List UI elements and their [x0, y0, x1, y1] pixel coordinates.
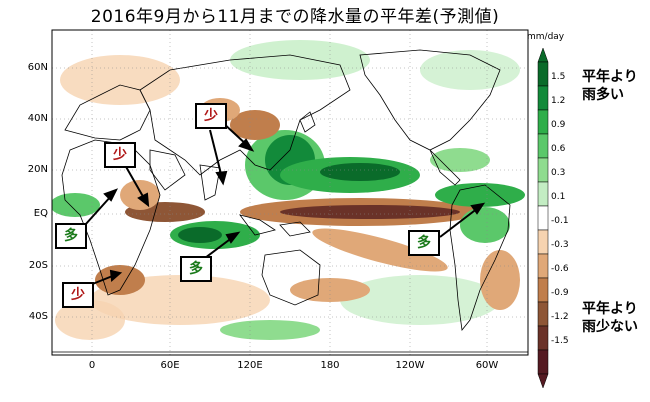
callout-dry-china: 少 [195, 103, 227, 129]
lon-label: 0 [88, 360, 96, 371]
colorbar-segment [537, 301, 549, 327]
legend-tick: 0.3 [551, 168, 566, 178]
lat-label: EQ [33, 208, 48, 219]
colorbar-segment [537, 349, 549, 375]
colorbar-top-arrow [537, 47, 549, 63]
lat-label: 60N [27, 62, 48, 73]
map-frame [51, 29, 529, 356]
colorbar-segment [537, 205, 549, 231]
colorbar [537, 47, 549, 389]
lat-label: 20S [28, 260, 48, 271]
colorbar-segment [537, 85, 549, 111]
legend-tick: 1.5 [551, 72, 566, 82]
colorbar-segment [537, 325, 549, 351]
legend-tick: -0.1 [551, 216, 569, 226]
lat-label: 20N [27, 164, 48, 175]
legend-tick: -0.6 [551, 264, 569, 274]
legend-tick: 0.9 [551, 120, 566, 130]
legend-unit: mm/day [527, 32, 565, 42]
lon-label: 60E [160, 360, 180, 371]
legend-tick: 1.2 [551, 96, 566, 106]
legend-tick: -1.5 [551, 336, 569, 346]
lon-label: 180 [320, 360, 340, 371]
colorbar-segment [537, 277, 549, 303]
colorbar-segment [537, 109, 549, 135]
anomaly-field [52, 40, 525, 340]
colorbar-segment [537, 133, 549, 159]
lon-label: 120E [237, 360, 263, 371]
legend-tick: -1.2 [551, 312, 569, 322]
callout-dry-east-africa: 少 [104, 142, 136, 168]
legend-tick: 0.1 [551, 192, 566, 202]
lat-label: 40S [28, 311, 48, 322]
map-title: 2016年9月から11月までの降水量の平年差(予測値) [90, 7, 500, 27]
callout-wet-south-america: 多 [408, 230, 440, 256]
lon-label: 120W [395, 360, 425, 371]
graticule [52, 30, 528, 355]
coastlines [52, 49, 528, 353]
legend-tick: 0.6 [551, 144, 566, 154]
colorbar-segment [537, 229, 549, 255]
callout-dry-southern-africa: 少 [62, 282, 94, 308]
colorbar-segment [537, 157, 549, 183]
legend-tick: -0.3 [551, 240, 569, 250]
callout-wet-indonesia: 多 [180, 256, 212, 282]
colorbar-segment [537, 181, 549, 207]
legend-dry-caption-line2: 雨少ない [582, 319, 638, 335]
lat-label: 40N [27, 113, 48, 124]
callout-arrows [84, 121, 486, 286]
legend-wet-caption-line1: 平年より [582, 69, 638, 85]
legend-wet-caption: 平年より 雨多い [582, 68, 638, 104]
legend-tick: -0.9 [551, 288, 569, 298]
lon-label: 60W [475, 360, 499, 371]
colorbar-segment [537, 253, 549, 279]
callout-wet-west-africa: 多 [55, 223, 87, 249]
legend-dry-caption-line1: 平年より [582, 301, 638, 317]
colorbar-bottom-arrow [537, 373, 549, 389]
legend-wet-caption-line2: 雨多い [582, 87, 624, 103]
colorbar-segment [537, 61, 549, 87]
legend-dry-caption: 平年より 雨少ない [582, 300, 638, 336]
